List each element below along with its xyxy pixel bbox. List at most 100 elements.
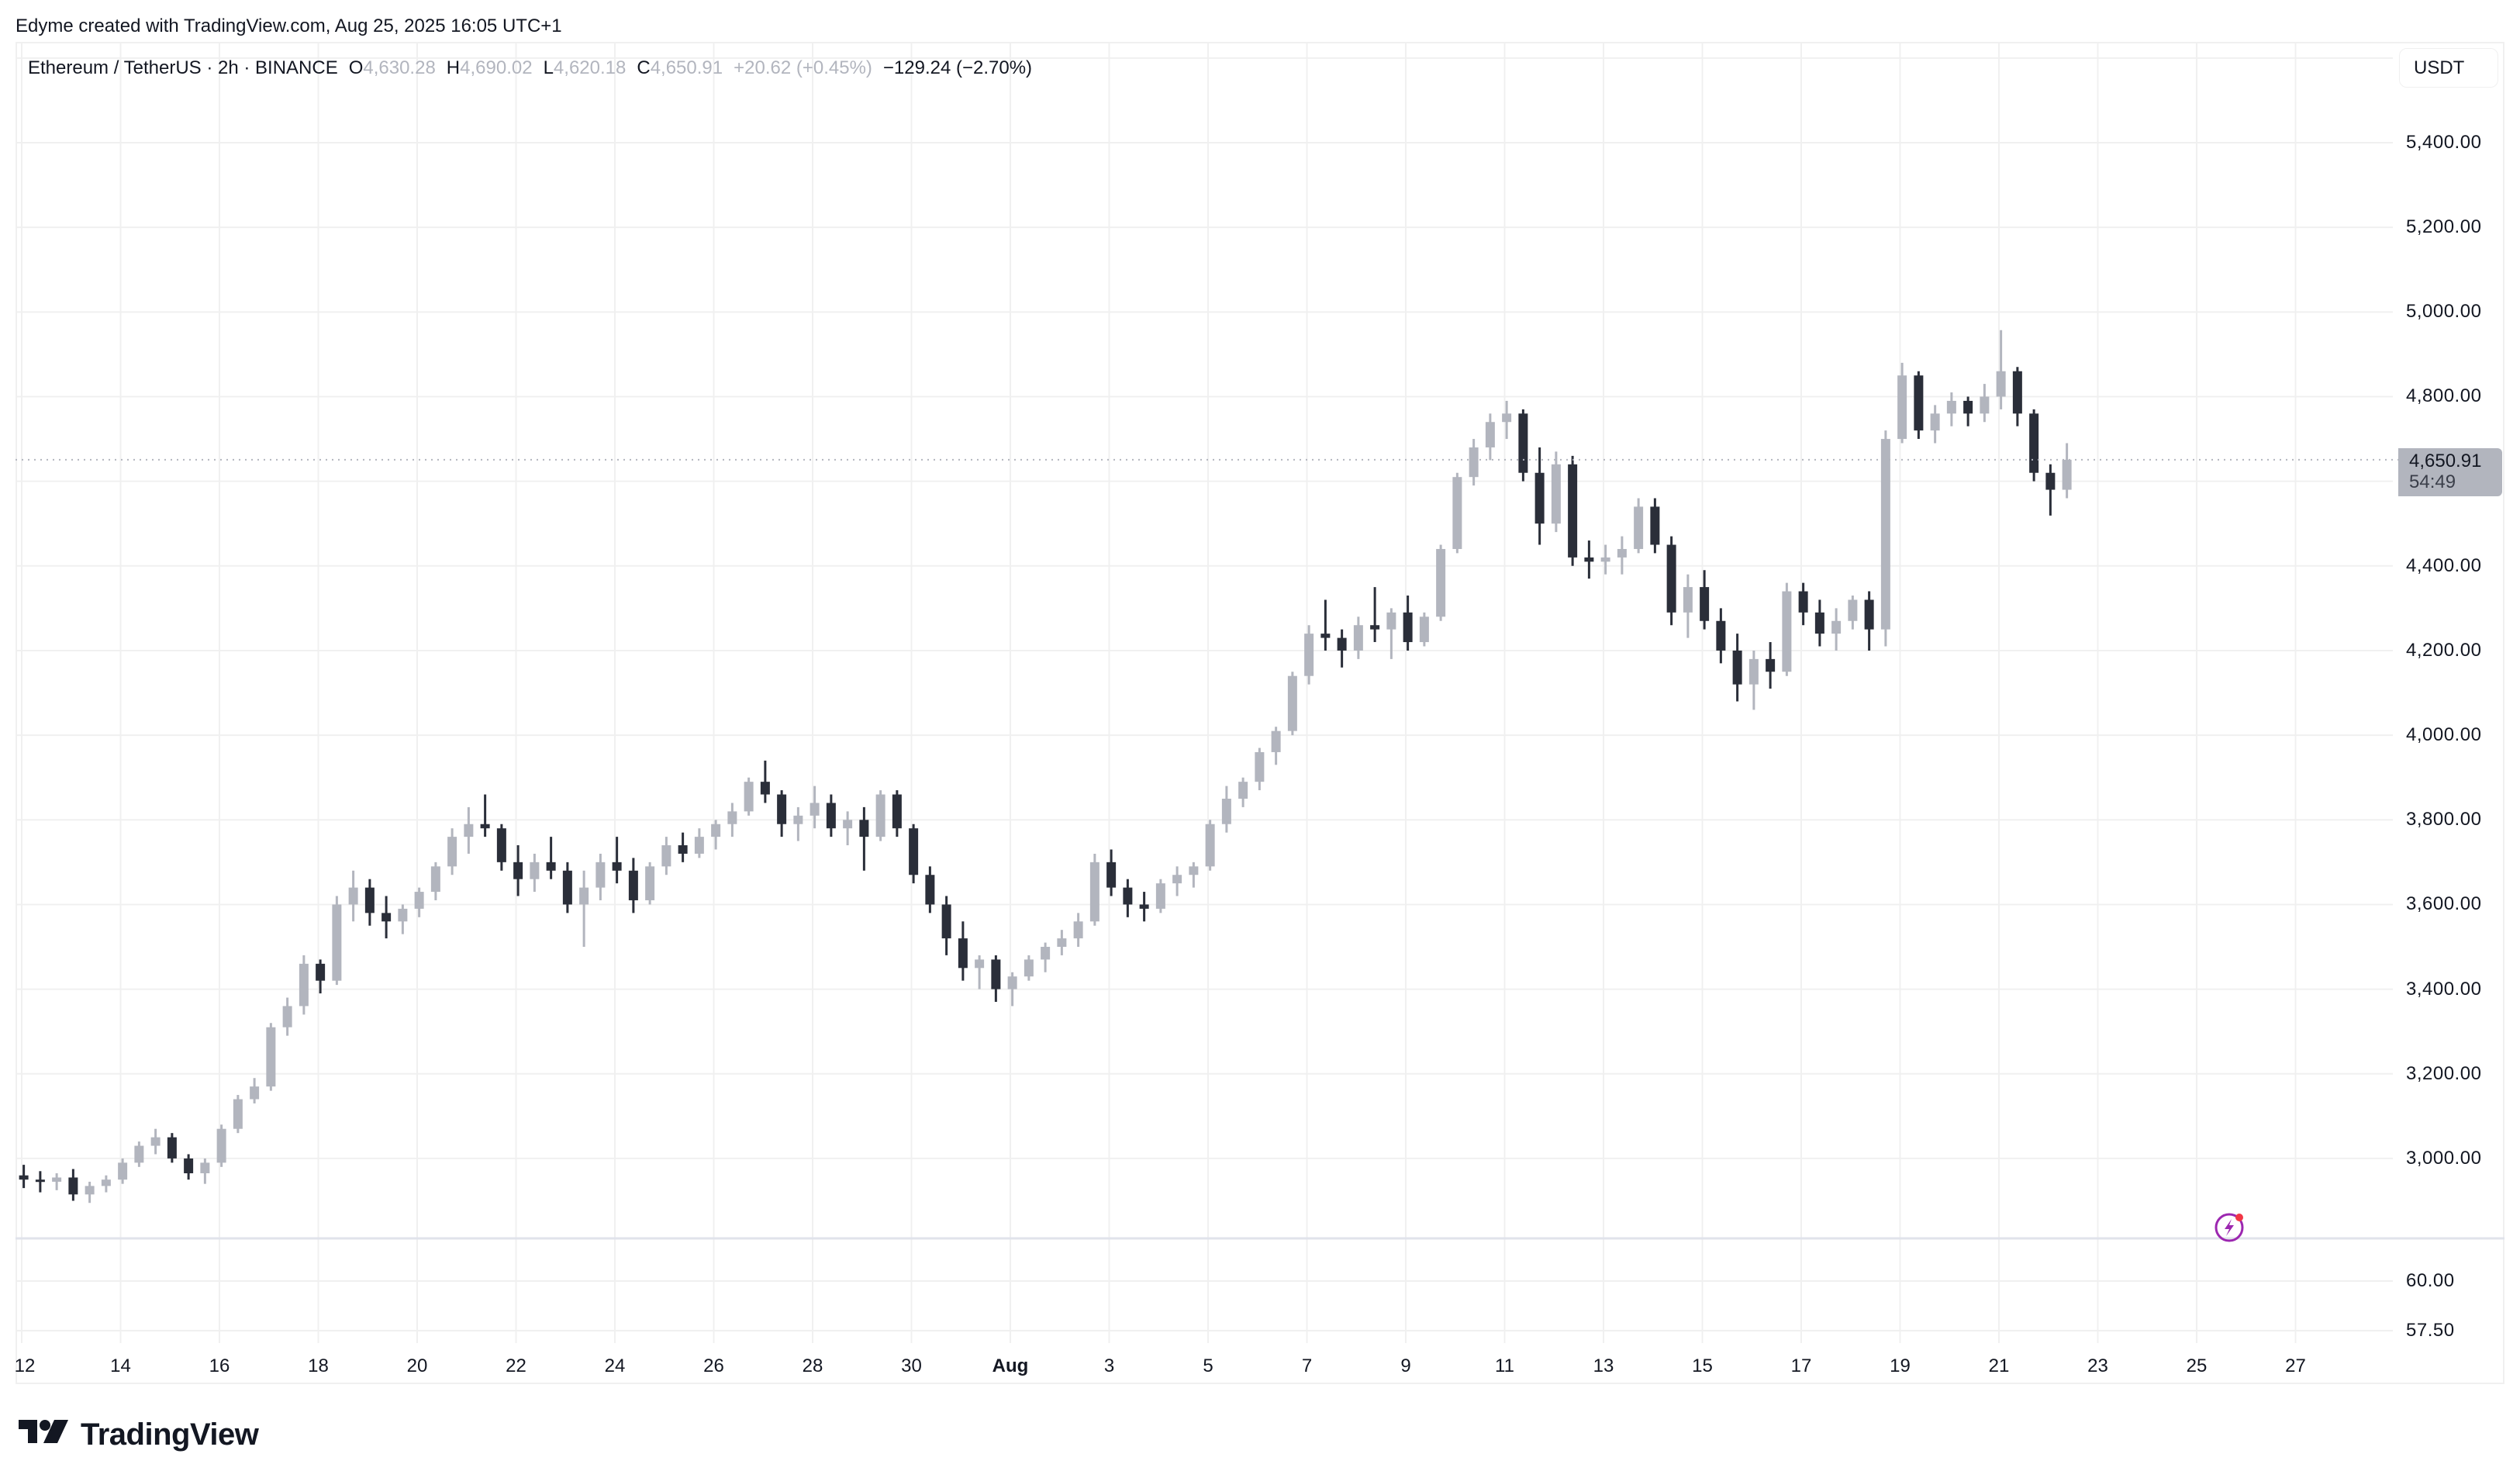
candle-body	[447, 837, 457, 867]
candle-body	[612, 862, 622, 871]
time-axis-label: 28	[802, 1355, 823, 1376]
candle-body	[777, 794, 787, 824]
candle-body	[1996, 371, 2006, 397]
candle-body	[1041, 947, 1051, 960]
price-axis-label: 4,000.00	[2406, 724, 2482, 746]
time-axis-label: 17	[1790, 1355, 1812, 1376]
candle-body	[1518, 413, 1528, 473]
candle-body	[35, 1179, 45, 1183]
candle-body	[1848, 599, 1858, 621]
price-axis-label: 4,200.00	[2406, 639, 2482, 661]
candle-body	[1155, 883, 1165, 909]
candle-body	[1897, 375, 1907, 440]
candle-body	[1123, 887, 1133, 905]
candle-body	[678, 845, 688, 854]
last-price-value: 4,650.91	[2409, 451, 2482, 471]
candle-body	[1304, 634, 1314, 676]
candle-body	[744, 782, 754, 812]
price-axis-label: 3,200.00	[2406, 1062, 2482, 1084]
candle-body	[909, 828, 919, 875]
chart-frame	[16, 42, 2504, 1384]
candle-body	[760, 782, 770, 795]
tradingview-logo[interactable]: TradingView	[19, 1418, 259, 1452]
time-axis-label: 30	[901, 1355, 922, 1376]
candle-body	[1370, 625, 1380, 630]
candle-body	[859, 820, 869, 837]
currency-button[interactable]: USDT	[2399, 48, 2498, 88]
time-axis-label: 11	[1495, 1355, 1514, 1376]
symbol-legend: Ethereum / TetherUS · 2h · BINANCE O 4,63…	[28, 57, 1032, 79]
time-axis-label: 15	[1692, 1355, 1713, 1376]
candle-body	[250, 1086, 260, 1100]
time-axis-label: 7	[1301, 1355, 1313, 1376]
bar-countdown: 54:49	[2409, 471, 2456, 492]
candle-body	[2012, 371, 2022, 414]
candle-body	[810, 803, 820, 816]
candle-body	[496, 828, 506, 862]
candle-body	[1831, 620, 1842, 634]
candle-body	[826, 803, 836, 829]
candle-body	[1814, 612, 1824, 634]
symbol-title[interactable]: Ethereum / TetherUS · 2h · BINANCE	[28, 57, 338, 78]
time-axis-label: 18	[308, 1355, 329, 1376]
candle-body	[958, 938, 968, 969]
session-change: −129.24 (−2.70%)	[882, 57, 1033, 78]
candle-body	[19, 1175, 29, 1180]
candle-body	[414, 892, 424, 909]
candle-body	[843, 820, 853, 829]
candle-body	[1139, 904, 1149, 909]
candle-body	[1089, 862, 1099, 922]
time-axis-label: 24	[604, 1355, 626, 1376]
candle-body	[1650, 506, 1660, 545]
candle-body	[316, 963, 326, 981]
candle-body	[1534, 472, 1545, 524]
candle-body	[1584, 557, 1594, 562]
candle-body	[398, 908, 408, 922]
candle-body	[628, 870, 638, 900]
candle-body	[1798, 591, 1808, 613]
candle-body	[1617, 548, 1627, 558]
candle-body	[1666, 544, 1676, 613]
candle-body	[1716, 620, 1726, 651]
time-axis-label: 22	[506, 1355, 526, 1376]
lightning-icon[interactable]	[2214, 1211, 2246, 1244]
price-axis-label: 3,000.00	[2406, 1147, 2482, 1169]
candle-body	[1551, 464, 1561, 524]
price-axis-label: 5,400.00	[2406, 132, 2482, 153]
bar-change: +20.62 (+0.45%)	[734, 57, 872, 78]
candle-body	[562, 870, 572, 905]
candle-body	[661, 845, 671, 867]
candle-body	[1485, 422, 1495, 447]
close-value: 4,650.91	[650, 57, 723, 78]
high-key: H	[446, 57, 461, 78]
time-axis-label: 14	[110, 1355, 131, 1376]
candle-body	[925, 875, 935, 905]
candle-body	[546, 862, 556, 871]
candle-body	[1963, 400, 1973, 414]
candle-body	[1502, 413, 1512, 423]
candle-body	[793, 815, 803, 824]
price-axis-label: 5,000.00	[2406, 301, 2482, 323]
candle-body	[694, 837, 704, 854]
candle-body	[1980, 396, 1990, 414]
indicator-axis-label: 60.00	[2406, 1270, 2455, 1291]
time-axis-label: 3	[1103, 1355, 1115, 1376]
time-axis-label: 23	[2087, 1355, 2108, 1376]
candle-body	[1568, 464, 1578, 558]
candle-body	[711, 824, 721, 837]
candle-body	[216, 1128, 226, 1163]
candle-body	[200, 1162, 210, 1174]
candle-body	[1255, 751, 1265, 782]
candle-body	[727, 811, 737, 824]
price-axis-label: 4,800.00	[2406, 385, 2482, 407]
candle-body	[184, 1158, 194, 1174]
candle-body	[875, 794, 885, 837]
candle-body	[1700, 587, 1710, 621]
open-value: 4,630.28	[363, 57, 436, 78]
candle-body	[1782, 591, 1792, 672]
candle-body	[1766, 658, 1776, 672]
time-axis-label: Aug	[992, 1355, 1029, 1376]
candle-body	[1189, 866, 1199, 875]
indicator-axis-label: 57.50	[2406, 1320, 2455, 1341]
